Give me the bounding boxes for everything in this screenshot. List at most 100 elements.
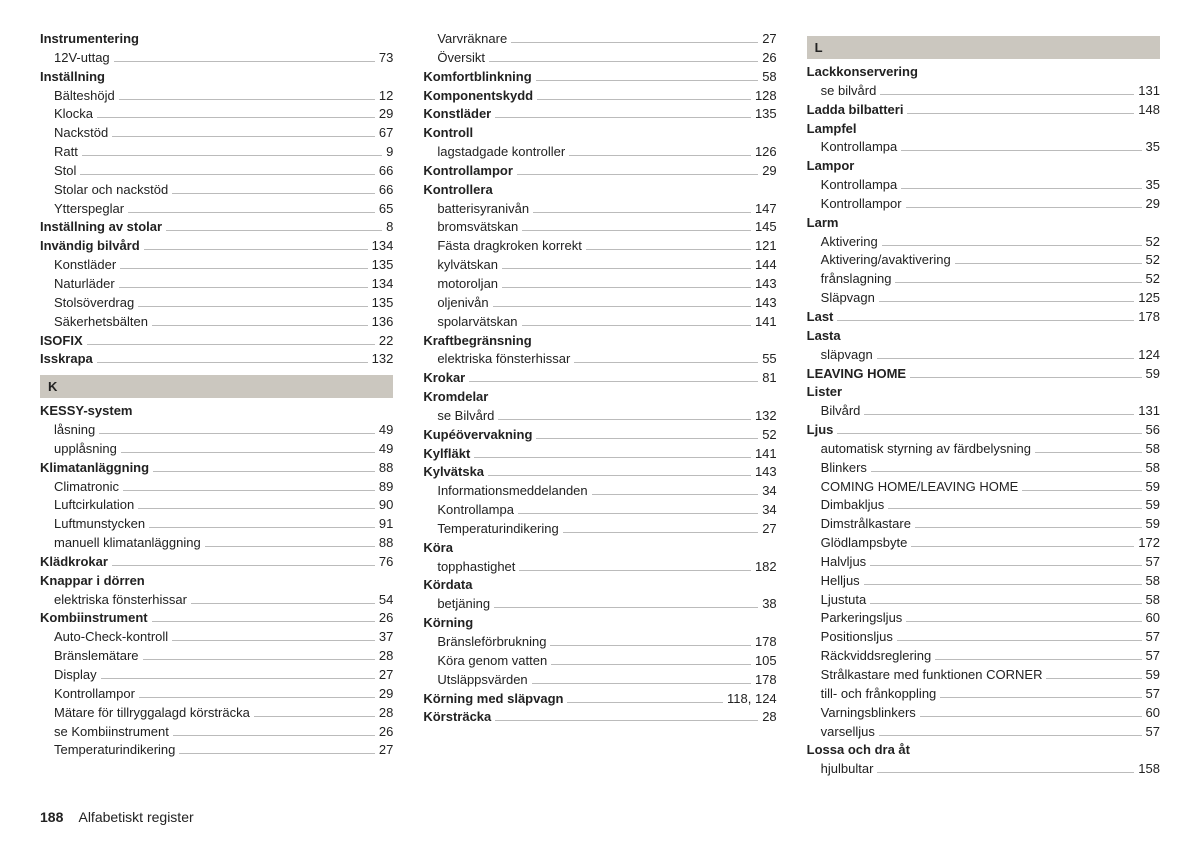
entry-label: betjäning <box>437 595 490 614</box>
entry-page: 29 <box>762 162 776 181</box>
entry-label: Aktivering/avaktivering <box>821 251 951 270</box>
index-entry: varselljus 57 <box>807 723 1160 742</box>
leader-line <box>120 268 367 269</box>
entry-page: 144 <box>755 256 777 275</box>
index-entry: till- och frånkoppling57 <box>807 685 1160 704</box>
index-entry: Kördata <box>423 576 776 595</box>
index-entry: LEAVING HOME59 <box>807 365 1160 384</box>
index-entry: Stolar och nackstöd66 <box>40 181 393 200</box>
leader-line <box>511 42 758 43</box>
entry-label: Släpvagn <box>821 289 875 308</box>
entry-page: 67 <box>379 124 393 143</box>
entry-page: 145 <box>755 218 777 237</box>
index-entry: motoroljan143 <box>423 275 776 294</box>
leader-line <box>897 640 1142 641</box>
index-entry: Klimatanläggning88 <box>40 459 393 478</box>
leader-line <box>915 527 1142 528</box>
entry-label: Kontroll <box>423 124 473 143</box>
entry-label: Varvräknare <box>437 30 507 49</box>
index-entry: batterisyranivån147 <box>423 200 776 219</box>
entry-page: 49 <box>379 421 393 440</box>
footer-title: Alfabetiskt register <box>78 809 193 825</box>
leader-line <box>123 490 375 491</box>
entry-page: 57 <box>1146 723 1160 742</box>
index-entry: Aktivering52 <box>807 233 1160 252</box>
entry-label: Lossa och dra åt <box>807 741 910 760</box>
leader-line <box>567 702 723 703</box>
index-entry: Stol66 <box>40 162 393 181</box>
index-entry: elektriska fönsterhissar55 <box>423 350 776 369</box>
leader-line <box>536 438 758 439</box>
index-entry: Ratt9 <box>40 143 393 162</box>
entry-label: Display <box>54 666 97 685</box>
index-entry: Kontrollampa34 <box>423 501 776 520</box>
entry-label: ISOFIX <box>40 332 83 351</box>
index-entry: Komfortblinkning58 <box>423 68 776 87</box>
leader-line <box>128 212 375 213</box>
entry-label: Ladda bilbatteri <box>807 101 904 120</box>
entry-page: 57 <box>1146 685 1160 704</box>
leader-line <box>114 61 375 62</box>
index-entry: låsning49 <box>40 421 393 440</box>
letter-header: K <box>40 375 393 398</box>
index-entry: Bränsleförbrukning178 <box>423 633 776 652</box>
entry-label: Instrumentering <box>40 30 139 49</box>
entry-label: Lampfel <box>807 120 857 139</box>
entry-label: Informationsmeddelanden <box>437 482 587 501</box>
index-entry: frånslagning52 <box>807 270 1160 289</box>
leader-line <box>99 433 375 434</box>
index-entry: Klocka29 <box>40 105 393 124</box>
index-entry: Last178 <box>807 308 1160 327</box>
leader-line <box>906 621 1141 622</box>
entry-page: 132 <box>372 350 394 369</box>
index-entry: Översikt 26 <box>423 49 776 68</box>
entry-page: 178 <box>755 633 777 652</box>
index-entry: Lampfel <box>807 120 1160 139</box>
leader-line <box>871 471 1142 472</box>
entry-label: lagstadgade kontroller <box>437 143 565 162</box>
leader-line <box>888 508 1141 509</box>
leader-line <box>550 645 751 646</box>
entry-label: Glödlampsbyte <box>821 534 908 553</box>
leader-line <box>864 414 1134 415</box>
letter-header: L <box>807 36 1160 59</box>
entry-label: Varningsblinkers <box>821 704 916 723</box>
entry-label: Temperaturindikering <box>54 741 175 760</box>
entry-page: 124 <box>1138 346 1160 365</box>
entry-page: 132 <box>755 407 777 426</box>
entry-page: 136 <box>372 313 394 332</box>
index-entry: Kontroll <box>423 124 776 143</box>
leader-line <box>880 94 1134 95</box>
index-entry: KESSY-system <box>40 402 393 421</box>
leader-line <box>955 263 1142 264</box>
leader-line <box>97 362 368 363</box>
index-entry: Climatronic89 <box>40 478 393 497</box>
entry-page: 66 <box>379 181 393 200</box>
entry-label: Kylvätska <box>423 463 484 482</box>
index-entry: kylvätskan 144 <box>423 256 776 275</box>
entry-page: 178 <box>755 671 777 690</box>
entry-label: Helljus <box>821 572 860 591</box>
entry-label: kylvätskan <box>437 256 498 275</box>
index-entry: Inställning av stolar8 <box>40 218 393 237</box>
entry-label: Kromdelar <box>423 388 488 407</box>
entry-page: 27 <box>762 30 776 49</box>
index-entry: se Bilvård 132 <box>423 407 776 426</box>
index-entry: Köra <box>423 539 776 558</box>
entry-page: 38 <box>762 595 776 614</box>
entry-page: 59 <box>1146 666 1160 685</box>
entry-page: 59 <box>1146 478 1160 497</box>
entry-page: 58 <box>1146 591 1160 610</box>
entry-label: se Bilvård <box>437 407 494 426</box>
entry-page: 26 <box>762 49 776 68</box>
leader-line <box>488 475 751 476</box>
leader-line <box>519 570 751 571</box>
leader-line <box>920 716 1142 717</box>
index-entry: Kontrollampa35 <box>807 176 1160 195</box>
entry-label: varselljus <box>821 723 875 742</box>
leader-line <box>537 99 751 100</box>
index-entry: Komponentskydd128 <box>423 87 776 106</box>
index-entry: ISOFIX22 <box>40 332 393 351</box>
entry-label: Översikt <box>437 49 485 68</box>
index-entry: Kontrollampa35 <box>807 138 1160 157</box>
